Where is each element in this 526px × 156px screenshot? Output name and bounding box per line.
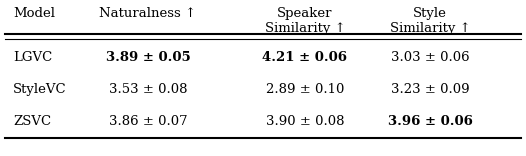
Text: 3.89 ± 0.05: 3.89 ± 0.05 bbox=[106, 51, 190, 64]
Text: StyleVC: StyleVC bbox=[13, 83, 67, 96]
Text: 3.53 ± 0.08: 3.53 ± 0.08 bbox=[109, 83, 187, 96]
Text: 3.86 ± 0.07: 3.86 ± 0.07 bbox=[109, 115, 187, 128]
Text: 2.89 ± 0.10: 2.89 ± 0.10 bbox=[266, 83, 344, 96]
Text: Speaker
Similarity ↑: Speaker Similarity ↑ bbox=[265, 7, 346, 35]
Text: 3.23 ± 0.09: 3.23 ± 0.09 bbox=[391, 83, 469, 96]
Text: Naturalness ↑: Naturalness ↑ bbox=[99, 7, 197, 20]
Text: 4.21 ± 0.06: 4.21 ± 0.06 bbox=[262, 51, 348, 64]
Text: ZSVC: ZSVC bbox=[13, 115, 51, 128]
Text: 3.90 ± 0.08: 3.90 ± 0.08 bbox=[266, 115, 344, 128]
Text: 3.03 ± 0.06: 3.03 ± 0.06 bbox=[391, 51, 469, 64]
Text: LGVC: LGVC bbox=[13, 51, 52, 64]
Text: 3.96 ± 0.06: 3.96 ± 0.06 bbox=[388, 115, 472, 128]
Text: Model: Model bbox=[13, 7, 55, 20]
Text: Style
Similarity ↑: Style Similarity ↑ bbox=[390, 7, 470, 35]
